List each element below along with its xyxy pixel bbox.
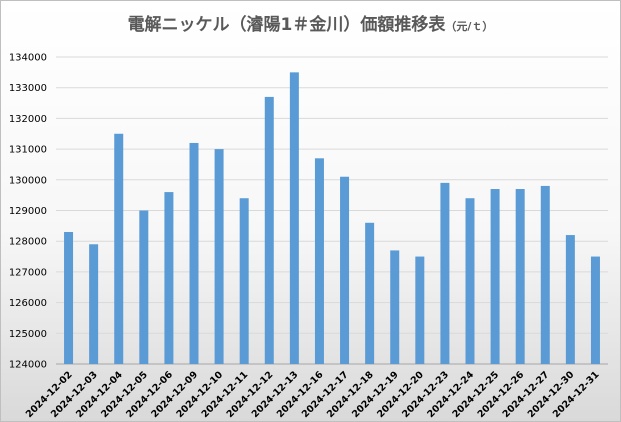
y-tick-label: 128000: [9, 237, 47, 248]
bar: [465, 198, 475, 364]
y-tick-label: 126000: [9, 298, 47, 309]
chart-title-unit: （元/ｔ）: [445, 20, 494, 33]
y-tick-label: 129000: [9, 206, 47, 217]
gridlines: [56, 56, 608, 365]
bar: [365, 222, 375, 364]
bar: [189, 142, 199, 364]
bar: [415, 256, 425, 364]
y-tick-label: 124000: [9, 360, 47, 371]
bar: [590, 256, 600, 364]
bar: [114, 133, 124, 364]
x-axis-labels: 2024-12-022024-12-032024-12-042024-12-05…: [24, 369, 602, 420]
bar: [565, 235, 575, 364]
bar: [164, 192, 174, 364]
y-tick-label: 125000: [9, 329, 47, 340]
chart-title: 電解ニッケル（濬陽1＃金川）価額推移表（元/ｔ）: [0, 10, 621, 35]
bar: [490, 189, 500, 364]
bar: [264, 96, 274, 364]
bar: [440, 182, 450, 364]
bar: [89, 244, 99, 364]
y-tick-label: 132000: [9, 114, 47, 125]
y-axis-ticks: 124000 125000 126000 127000 128000 129000 1300…: [9, 53, 47, 371]
bar: [239, 198, 249, 364]
y-tick-label: 134000: [9, 53, 47, 64]
bar: [340, 176, 350, 364]
y-tick-label: 127000: [9, 267, 47, 278]
y-tick-label: 130000: [9, 175, 47, 186]
bar: [515, 189, 525, 364]
bar: [289, 72, 299, 364]
y-tick-label: 133000: [9, 83, 47, 94]
chart-title-text: 電解ニッケル（濬陽1＃金川）価額推移表: [127, 15, 446, 35]
bar: [390, 250, 400, 364]
bar: [314, 158, 324, 364]
bar: [64, 231, 74, 364]
bar: [214, 149, 224, 364]
bar: [139, 210, 149, 364]
y-tick-label: 131000: [9, 145, 47, 156]
bar: [540, 185, 550, 364]
bars: [64, 72, 600, 364]
